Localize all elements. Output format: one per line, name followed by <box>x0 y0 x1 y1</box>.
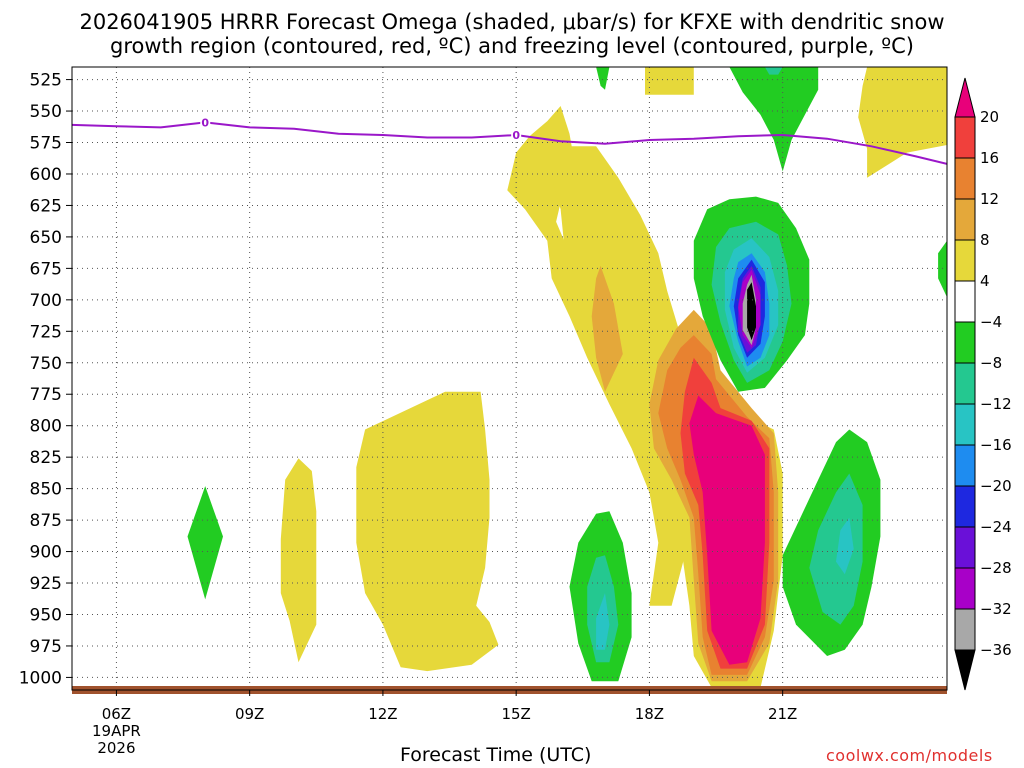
omega-region-sink-22z-12 <box>809 473 863 625</box>
colorbar-label: −16 <box>980 436 1012 454</box>
colorbar-bin <box>954 157 976 200</box>
omega-region-rise-20 <box>689 395 765 665</box>
y-tick-label: 850 <box>30 480 62 500</box>
omega-region-sink-top-right <box>729 67 819 172</box>
y-tick-label: 725 <box>30 322 62 342</box>
y-tick-label: 600 <box>30 165 62 185</box>
colorbar-label: −24 <box>980 518 1012 536</box>
colorbar-bin <box>954 239 976 282</box>
colorbar-label: −12 <box>980 395 1012 413</box>
colorbar-bin <box>954 280 976 323</box>
omega-region-rise-box-top-center <box>645 67 694 95</box>
omega-region-rise-8-small <box>591 265 623 392</box>
freezing-level-layer: 00 <box>72 115 947 165</box>
y-tick-label: 750 <box>30 354 62 374</box>
y-tick-label: 550 <box>30 102 62 122</box>
omega-region-sink-top-right-12 <box>764 67 783 75</box>
y-tick-label: 625 <box>30 196 62 216</box>
credit-text: coolwx.com/models <box>826 746 993 765</box>
y-tick-label: 950 <box>30 605 62 625</box>
omega-shading-layer <box>187 67 947 688</box>
colorbar-bin <box>954 608 976 651</box>
colorbar-bin <box>954 444 976 487</box>
colorbar-top-arrow <box>954 77 976 118</box>
y-tick-label: 525 <box>30 71 62 91</box>
x-tick-label: 15Z <box>501 705 530 723</box>
chart-title-line-2: growth region (contoured, red, ºC) and f… <box>110 34 914 58</box>
y-tick-label: 925 <box>30 574 62 594</box>
y-tick-label: 775 <box>30 385 62 405</box>
y-tick-label: 800 <box>30 417 62 437</box>
x-date-label: 2026 <box>97 739 135 757</box>
colorbar-bin <box>954 403 976 446</box>
colorbar-label: 20 <box>980 108 999 126</box>
x-tick-label: 18Z <box>635 705 664 723</box>
colorbar-label: 16 <box>980 149 999 167</box>
y-tick-label: 700 <box>30 291 62 311</box>
colorbar-label: 4 <box>980 272 990 290</box>
y-tick-label: 900 <box>30 543 62 563</box>
colorbar-label: −36 <box>980 641 1012 659</box>
omega-region-rise-thin-10z <box>280 458 317 663</box>
freezing-level-label-bg <box>511 127 522 141</box>
colorbar-bin <box>954 362 976 405</box>
y-tick-label: 575 <box>30 134 62 154</box>
x-axis-title: Forecast Time (UTC) <box>400 744 592 766</box>
colorbar-label: 8 <box>980 231 990 249</box>
colorbar-bin <box>954 485 976 528</box>
colorbar-bottom-arrow <box>954 649 976 691</box>
y-tick-label: 825 <box>30 448 62 468</box>
omega-region-sink-8z <box>187 486 223 600</box>
colorbar-label: −4 <box>980 313 1002 331</box>
colorbar-label: −20 <box>980 477 1012 495</box>
colorbar-bin <box>954 567 976 610</box>
freezing-level-label: 0 <box>201 116 209 129</box>
x-date-label: 19APR <box>92 722 141 740</box>
grid-lines <box>72 67 947 690</box>
chart-title-line-1: 2026041905 HRRR Forecast Omega (shaded, … <box>79 10 945 34</box>
x-tick-label: 21Z <box>768 705 797 723</box>
omega-region-sink-17z-16 <box>596 593 610 650</box>
colorbar-label: −8 <box>980 354 1002 372</box>
colorbar-label: −28 <box>980 559 1012 577</box>
y-tick-label: 1000 <box>19 668 62 688</box>
x-tick-label: 06Z <box>102 705 131 723</box>
omega-region-sink-core-40 <box>747 282 756 341</box>
omega-region-sink-right-edge <box>938 240 947 298</box>
y-axis: 525 550 575 600 625 650 675 700 725 750 775 800 825 8… <box>19 71 72 688</box>
omega-region-sink-22z-16 <box>836 517 854 575</box>
colorbar-label: −32 <box>980 600 1012 618</box>
plot-frame <box>71 66 948 691</box>
colorbar-bin <box>954 198 976 241</box>
colorbar-bin <box>954 321 976 364</box>
colorbar-bin <box>954 116 976 159</box>
y-tick-label: 875 <box>30 511 62 531</box>
y-tick-label: 975 <box>30 637 62 657</box>
freezing-level-label-bg <box>200 115 211 129</box>
y-tick-label: 650 <box>30 228 62 248</box>
y-tick-label: 675 <box>30 259 62 279</box>
x-tick-label: 09Z <box>235 705 264 723</box>
omega-region-sink-tiny-top <box>596 67 610 90</box>
x-tick-label: 12Z <box>368 705 397 723</box>
omega-region-rise-lower-mid <box>356 391 499 672</box>
freezing-level-label: 0 <box>512 129 520 142</box>
colorbar-label: 12 <box>980 190 999 208</box>
colorbar: 20 16 12 8 4 −4 −8 −12 −16 −20 −24 −28 −32 −36 <box>954 77 1012 691</box>
colorbar-bin <box>954 526 976 569</box>
omega-region-rise-upper-right <box>858 67 947 178</box>
